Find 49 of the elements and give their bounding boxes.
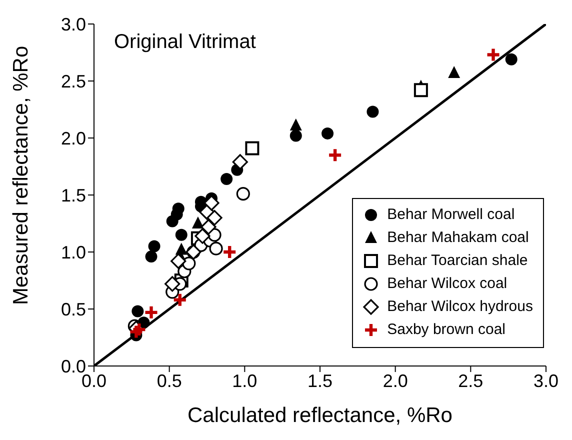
point [164, 276, 180, 292]
point [148, 240, 160, 252]
point [322, 127, 334, 140]
point [192, 216, 204, 228]
point [132, 322, 147, 338]
legend-label: Behar Wilcox hydrous [387, 297, 533, 317]
point [175, 242, 188, 255]
point [414, 83, 428, 98]
point [222, 244, 238, 260]
y-tick-label: 1.5 [60, 185, 86, 206]
point [132, 305, 144, 318]
point [220, 173, 233, 186]
point [200, 219, 216, 235]
point [448, 66, 460, 78]
point [366, 106, 379, 118]
y-tick-label: 2.5 [60, 71, 86, 92]
y-tick-label: 3.0 [60, 14, 86, 34]
point [172, 292, 188, 308]
x-tick-label: 2.5 [458, 370, 484, 391]
x-tick-label: 1.0 [232, 370, 258, 391]
x-axis-title: Calculated reflectance, %Ro [188, 404, 452, 427]
x-tick-label: 3.0 [533, 370, 559, 391]
legend-label: Saxby brown coal [387, 320, 506, 340]
point [145, 250, 158, 263]
x-tick-label: 0.5 [156, 370, 182, 391]
point [206, 210, 222, 226]
x-tick-label: 2.0 [382, 370, 408, 391]
point [175, 228, 188, 241]
point [144, 304, 159, 320]
x-tick-label: 1.5 [307, 370, 333, 391]
legend-label: Behar Toarcian shale [387, 251, 528, 271]
legend-label: Behar Morwell coal [387, 205, 515, 225]
point [486, 47, 501, 62]
y-axis-title: Measured reflectance, %Ro [9, 46, 32, 305]
point [194, 228, 210, 244]
annotation: Original Vitrimat [114, 31, 256, 53]
point [128, 324, 144, 340]
point [505, 53, 518, 66]
point [245, 141, 260, 156]
y-tick-label: 0.5 [60, 299, 86, 320]
point [290, 130, 302, 142]
point [327, 148, 343, 163]
y-tick-label: 2.0 [60, 128, 86, 148]
y-tick-label: 1.0 [60, 242, 86, 262]
point [204, 195, 220, 211]
legend-label: Behar Mahakam coal [387, 228, 529, 248]
legend-label: Behar Wilcox coal [387, 274, 508, 294]
point [232, 154, 248, 170]
point [290, 118, 302, 130]
